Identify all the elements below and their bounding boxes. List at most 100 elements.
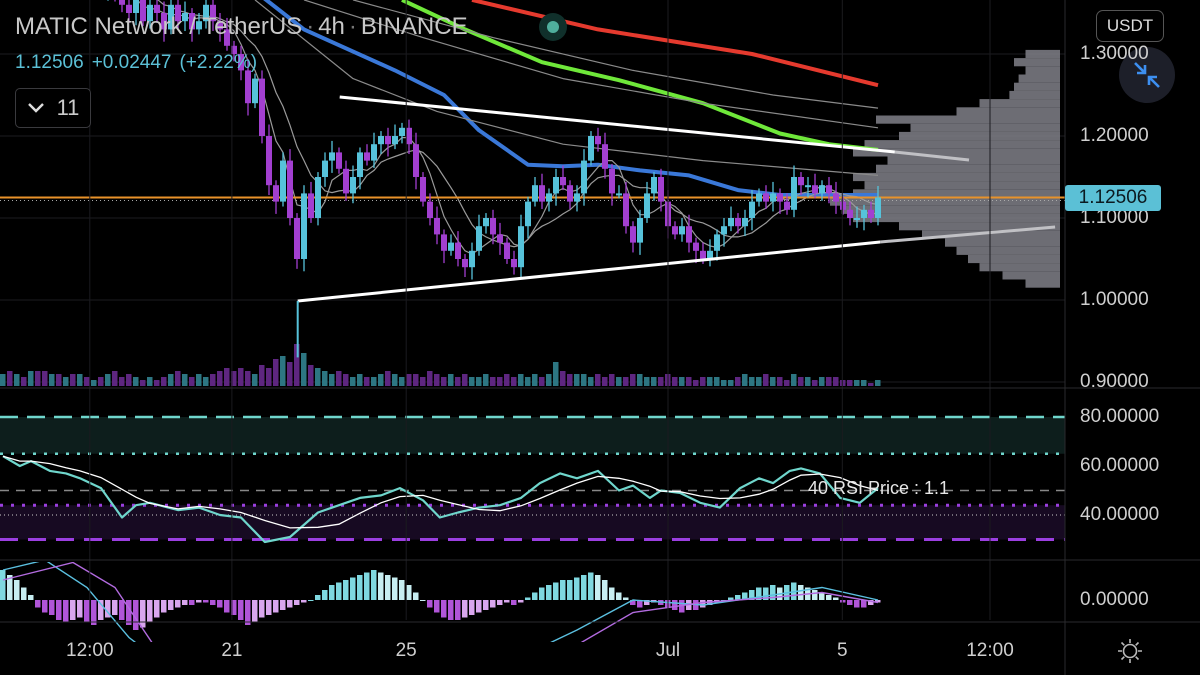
candle-body <box>308 193 314 218</box>
rsi-axis-label: 80.00000 <box>1080 406 1160 427</box>
candle-body <box>483 218 489 227</box>
volume-bar <box>763 374 769 386</box>
candle-body <box>868 209 874 218</box>
candle-body <box>490 218 496 235</box>
candle-body <box>476 226 482 251</box>
candle-body <box>196 21 202 30</box>
volume-bar <box>308 365 314 386</box>
volume-profile-bar <box>956 246 1060 255</box>
macd-histogram-bar <box>7 575 13 600</box>
volume-bar <box>847 380 853 386</box>
candle-body <box>182 13 188 22</box>
currency-button[interactable]: USDT <box>1096 10 1164 42</box>
macd-histogram-bar <box>392 577 398 600</box>
macd-histogram-bar <box>567 580 573 600</box>
macd-histogram-bar <box>154 600 160 618</box>
candle-body <box>588 136 594 161</box>
macd-histogram-bar <box>322 590 328 600</box>
rsi-axis-label: 40.00000 <box>1080 504 1160 525</box>
volume-bar <box>868 383 874 386</box>
volume-bar <box>658 377 664 386</box>
candle-body <box>364 152 370 161</box>
volume-profile-bar <box>887 156 1060 165</box>
macd-histogram-bar <box>56 600 62 620</box>
volume-profile-bar <box>830 197 1060 206</box>
candle-body <box>336 152 342 169</box>
moving-average-line <box>303 0 879 129</box>
volume-bar <box>399 377 405 386</box>
indicators-toggle-button[interactable]: 11 <box>15 88 91 128</box>
macd-histogram-bar <box>525 597 531 600</box>
volume-profile-bar <box>922 230 1060 239</box>
volume-bar <box>175 371 181 386</box>
volume-bar <box>343 374 349 386</box>
candle-body <box>357 152 363 177</box>
rsi-moving-average-line <box>2 455 879 529</box>
macd-histogram-bar <box>588 572 594 600</box>
macd-histogram-bar <box>504 600 510 603</box>
volume-bar <box>287 362 293 386</box>
candle-body <box>798 177 804 186</box>
candle-body <box>210 4 216 22</box>
macd-histogram-bar <box>280 600 286 610</box>
macd-histogram-bar <box>14 580 20 600</box>
volume-bar <box>742 374 748 386</box>
macd-histogram-bar <box>0 570 6 600</box>
exit-fullscreen-button[interactable] <box>1119 47 1175 103</box>
volume-profile-bar <box>841 205 1060 214</box>
macd-histogram-bar <box>28 595 34 600</box>
volume-bar <box>126 374 132 386</box>
candle-body <box>497 234 503 243</box>
volume-bar <box>322 371 328 386</box>
volume-bar <box>91 380 97 386</box>
macd-histogram-bar <box>238 600 244 620</box>
volume-bar <box>861 380 867 386</box>
volume-bar <box>560 371 566 386</box>
candle-body <box>658 177 664 202</box>
candle-body <box>525 201 531 227</box>
candle-body <box>518 226 524 268</box>
volume-bar <box>686 377 692 386</box>
macd-histogram-bar <box>189 600 195 605</box>
macd-histogram-bar <box>273 600 279 613</box>
macd-histogram-bar <box>203 600 209 603</box>
volume-bar <box>252 374 258 386</box>
macd-histogram-bar <box>735 595 741 600</box>
time-axis-label: 12:00 <box>966 640 1014 661</box>
volume-bar <box>770 377 776 386</box>
macd-histogram-bar <box>84 600 90 623</box>
rsi-overbought-zone <box>0 417 1065 454</box>
candle-body <box>742 218 748 227</box>
macd-histogram-bar <box>245 600 251 625</box>
macd-histogram-bar <box>406 585 412 600</box>
candle-body <box>623 193 629 227</box>
macd-histogram-bar <box>644 600 650 605</box>
volume-bar <box>469 377 475 386</box>
symbol-title[interactable]: MATIC Network / TetherUS · 4h · BINANCE <box>15 13 468 41</box>
macd-histogram-bar <box>672 600 678 610</box>
settings-button[interactable] <box>1117 638 1143 669</box>
candle-body <box>189 13 195 30</box>
candle-body <box>273 185 279 202</box>
volume-bar <box>483 374 489 386</box>
time-axis-label: Jul <box>655 640 681 661</box>
candle-body <box>854 218 860 220</box>
volume-bar <box>511 377 517 386</box>
separator: · <box>348 13 357 40</box>
candle-body <box>168 4 174 30</box>
green-dot-icon <box>539 13 567 41</box>
volume-bar <box>441 377 447 386</box>
volume-bar <box>427 371 433 386</box>
volume-bar <box>574 374 580 386</box>
volume-bar <box>301 353 307 386</box>
volume-profile-bar <box>979 263 1060 272</box>
rsi-pane <box>0 415 1065 544</box>
current-price-tag: 1.12506 <box>1065 185 1161 211</box>
candle-body <box>875 197 881 218</box>
volume-bar <box>826 377 832 386</box>
candle-body <box>539 185 545 202</box>
macd-histogram-bar <box>581 575 587 600</box>
candle-body <box>329 152 335 161</box>
macd-histogram-bar <box>49 600 55 615</box>
